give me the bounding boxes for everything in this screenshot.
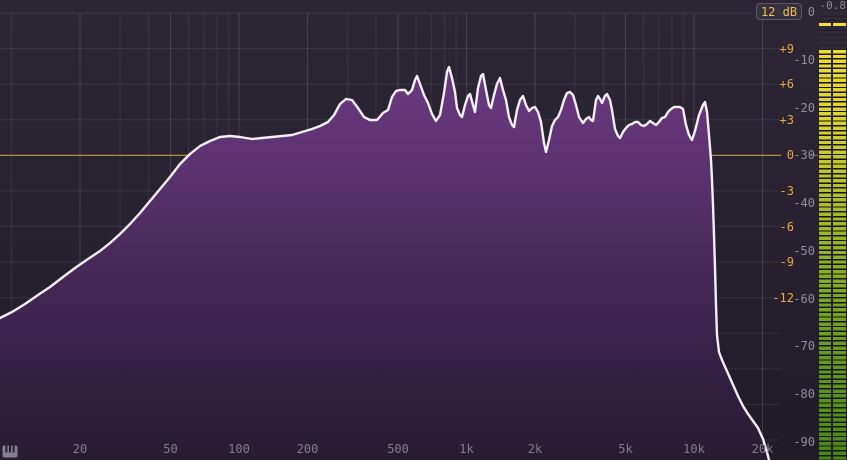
keyboard-toggle-button[interactable] [2,443,18,458]
level-scale-label: -90 [793,435,815,449]
gain-scale-label: +9 [779,41,794,56]
level-scale-label: 0 [807,5,815,19]
db-range-badge[interactable]: 12 dB [756,3,802,20]
freq-tick-label: 1k [459,442,474,456]
level-scale-label: -60 [793,291,815,306]
meter-empty-segments [833,12,846,50]
freq-tick-label: 2k [527,442,543,456]
gain-scale-label: +6 [779,77,794,92]
freq-tick-label: 50 [163,442,178,456]
freq-tick-label: 100 [228,442,250,456]
meter-peak-hold [819,23,831,27]
gain-scale-label: -9 [779,255,794,270]
freq-tick-label: 20k [751,442,774,456]
level-scale-label: -70 [793,339,815,354]
piano-keyboard-icon [2,445,18,458]
level-meter[interactable] [819,12,846,460]
spectrum-curve [0,65,771,460]
freq-tick-label: 10k [683,442,705,456]
gain-scale-label: 0 [786,148,794,163]
meter-empty-segments [819,12,831,50]
meter-left-channel [819,12,831,460]
gain-scale-label: -12 [772,290,794,305]
gain-scale-label: -3 [779,183,794,198]
meter-right-channel [833,12,846,460]
gain-scale-label: +3 [779,112,794,127]
gain-scale-label: -6 [779,219,794,234]
spectrum-area [0,67,769,460]
meter-peak-hold [833,23,846,27]
level-scale-label: -80 [793,387,815,402]
level-scale-label: -10 [793,52,815,67]
level-scale-label: -50 [793,243,815,258]
freq-tick-label: 20 [72,442,88,456]
freq-tick-label: 200 [296,442,319,456]
freq-tick-label: 500 [387,442,409,456]
level-scale-label: -30 [793,148,815,163]
peak-readout: -0.8 [819,0,847,12]
meter-bar [819,50,831,460]
level-scale-label: -20 [793,100,815,115]
level-scale-label: -40 [793,196,815,211]
freq-tick-label: 5k [618,442,633,456]
meter-bar [833,50,846,460]
